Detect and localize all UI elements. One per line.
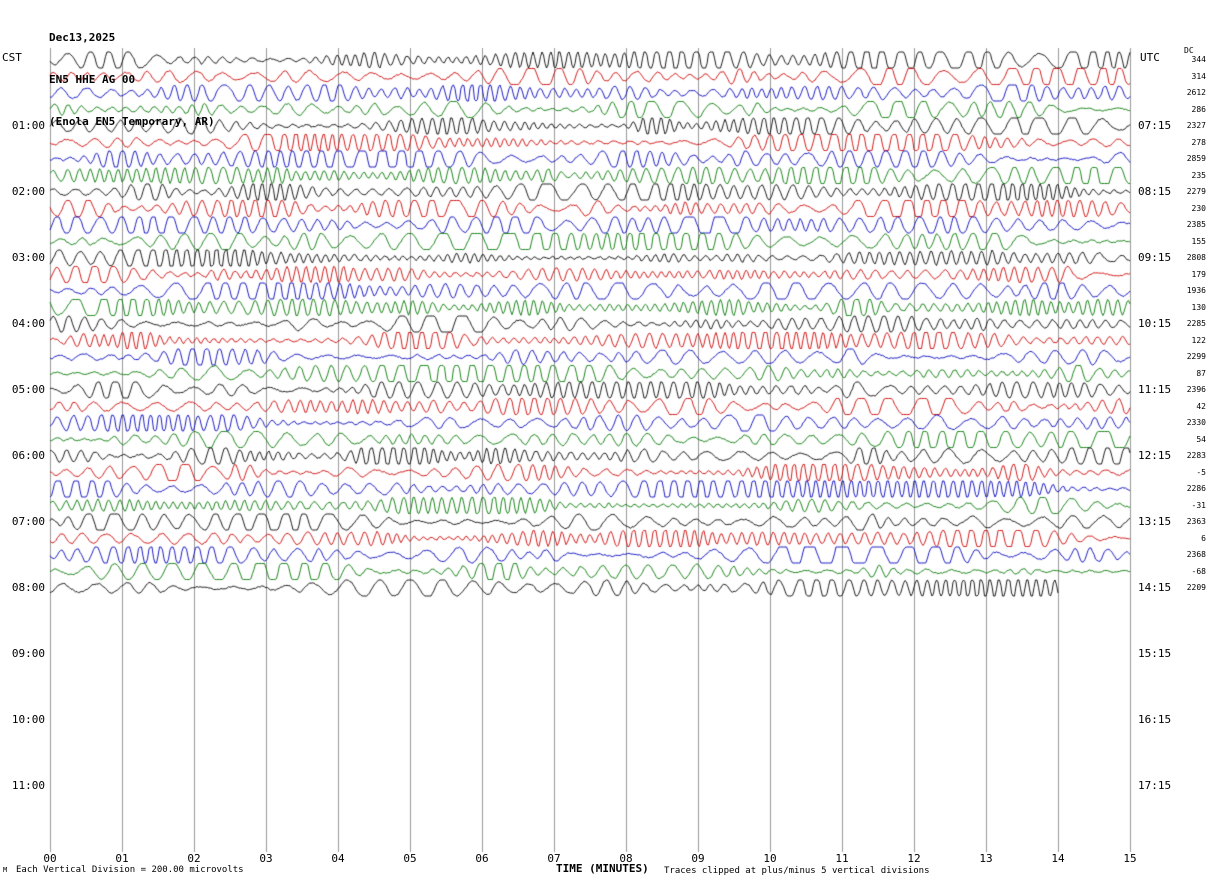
right-axis-time: 10:15	[1138, 317, 1172, 330]
dc-offset-value: 2368	[1186, 550, 1206, 559]
dc-offset-value: 2330	[1186, 418, 1206, 427]
dc-offset-value: 2363	[1186, 517, 1206, 526]
dc-offset-value: 2327	[1186, 121, 1206, 130]
x-axis-tick: 02	[187, 852, 201, 865]
dc-offset-value: 2612	[1186, 88, 1206, 97]
dc-offset-value: 344	[1191, 55, 1206, 64]
right-axis-time: 08:15	[1138, 185, 1172, 198]
right-axis-header: UTC	[1140, 51, 1160, 64]
x-axis-tick: 03	[259, 852, 273, 865]
right-axis-time: 17:15	[1138, 779, 1172, 792]
x-axis-tick: 07	[547, 852, 561, 865]
title-block: Dec13,2025 EN5 HHE AG 00 (Enola EN5 Temp…	[49, 3, 215, 157]
dc-offset-value: 286	[1191, 104, 1206, 114]
x-axis-tick: 12	[907, 852, 921, 865]
left-axis-time: 01:00	[11, 119, 45, 132]
dc-offset-value: -5	[1196, 467, 1206, 477]
left-axis-time: 07:00	[11, 515, 45, 528]
right-axis-time: 11:15	[1138, 383, 1172, 396]
left-axis-time: 10:00	[11, 713, 45, 726]
x-axis-tick: 09	[691, 852, 705, 865]
title-date: Dec13,2025	[49, 31, 116, 44]
x-axis-label: TIME (MINUTES)	[556, 862, 649, 875]
dc-offset-value: 122	[1191, 335, 1206, 345]
left-axis-time: 03:00	[11, 251, 45, 264]
dc-offset-value: 2209	[1186, 583, 1206, 592]
x-axis-tick: 13	[979, 852, 993, 865]
x-axis-tick: 11	[835, 852, 849, 865]
x-axis-tick: 06	[475, 852, 489, 865]
left-axis-time: 09:00	[11, 647, 45, 660]
left-axis-time: 08:00	[11, 581, 45, 594]
footer-scale-note: Each Vertical Division = 200.00 microvol…	[16, 865, 244, 875]
left-axis-time: 04:00	[11, 317, 45, 330]
x-axis-tick: 14	[1051, 852, 1065, 865]
right-axis-time: 09:15	[1138, 251, 1172, 264]
footer-mark: M	[3, 866, 8, 874]
x-axis-tick: 08	[619, 852, 633, 865]
dc-offset-value: 1936	[1186, 286, 1206, 295]
dc-offset-value: -31	[1191, 500, 1206, 510]
left-axis-time: 11:00	[11, 779, 45, 792]
dc-offset-value: 2396	[1186, 385, 1206, 394]
right-axis-time: 12:15	[1138, 449, 1172, 462]
dc-offset-value: 2286	[1186, 484, 1206, 493]
dc-offset-value: 2279	[1186, 187, 1206, 196]
dc-offset-value: 235	[1191, 170, 1206, 180]
dc-offset-value: 278	[1191, 137, 1206, 147]
x-axis-tick: 10	[763, 852, 777, 865]
dc-offset-value: 155	[1191, 236, 1206, 246]
dc-offset-value: 87	[1196, 368, 1206, 378]
dc-offset-value: 42	[1196, 401, 1206, 411]
dc-offset-value: 179	[1191, 269, 1206, 279]
title-station: EN5 HHE AG 00	[49, 73, 136, 86]
x-axis-tick: 01	[115, 852, 129, 865]
dc-offset-value: 54	[1196, 434, 1206, 444]
dc-offset-value: 2385	[1186, 220, 1206, 229]
dc-column-header: DC	[1184, 46, 1194, 55]
right-axis-time: 15:15	[1138, 647, 1172, 660]
right-axis-time: 14:15	[1138, 581, 1172, 594]
x-axis-tick: 15	[1123, 852, 1137, 865]
footer-clip-note: Traces clipped at plus/minus 5 vertical …	[664, 866, 930, 876]
dc-offset-value: 2285	[1186, 319, 1206, 328]
dc-offset-value: 314	[1191, 71, 1206, 81]
dc-offset-value: -68	[1191, 566, 1206, 576]
left-axis-time: 02:00	[11, 185, 45, 198]
dc-offset-value: 2283	[1186, 451, 1206, 460]
left-axis-time: 05:00	[11, 383, 45, 396]
dc-offset-value: 2859	[1186, 154, 1206, 163]
dc-offset-value: 6	[1201, 533, 1206, 543]
x-axis-tick: 05	[403, 852, 417, 865]
x-axis-tick: 04	[331, 852, 345, 865]
title-location: (Enola EN5 Temporary, AR)	[49, 115, 215, 128]
left-axis-header: CST	[2, 51, 22, 64]
x-axis-tick: 00	[43, 852, 57, 865]
dc-offset-value: 130	[1191, 302, 1206, 312]
right-axis-time: 07:15	[1138, 119, 1172, 132]
dc-offset-value: 230	[1191, 203, 1206, 213]
right-axis-time: 16:15	[1138, 713, 1172, 726]
dc-offset-value: 2299	[1186, 352, 1206, 361]
dc-offset-value: 2808	[1186, 253, 1206, 262]
right-axis-time: 13:15	[1138, 515, 1172, 528]
left-axis-time: 06:00	[11, 449, 45, 462]
